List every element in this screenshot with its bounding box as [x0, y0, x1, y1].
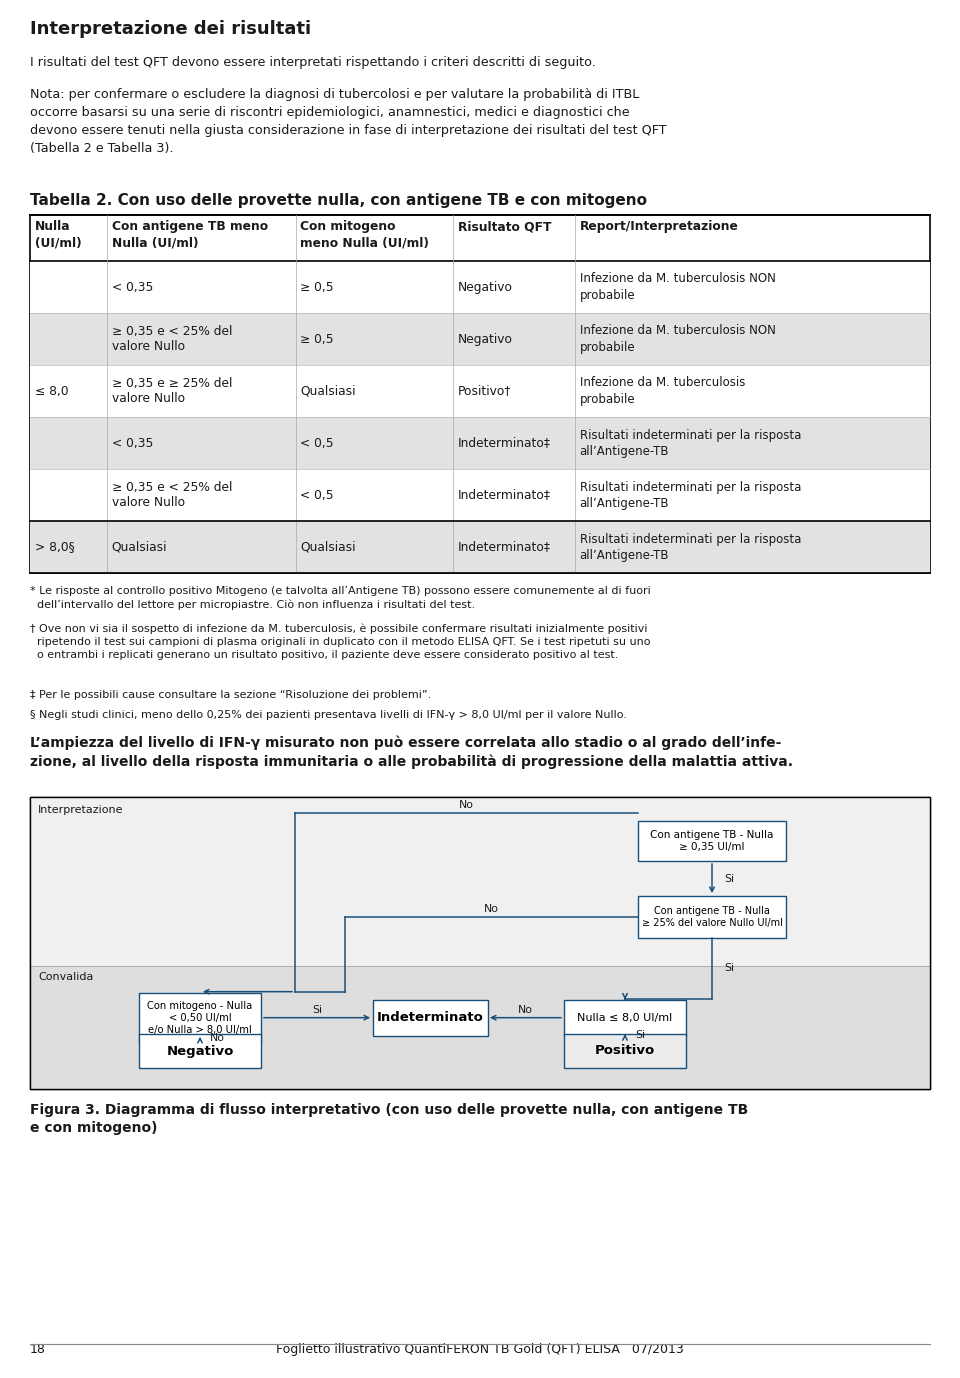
Text: ≥ 0,5: ≥ 0,5 — [300, 281, 334, 294]
Bar — [30, 796, 930, 1089]
Bar — [30, 418, 930, 469]
Text: Indeterminato‡: Indeterminato‡ — [458, 540, 551, 554]
Text: No: No — [210, 1034, 225, 1043]
Text: † Ove non vi sia il sospetto di infezione da M. tuberculosis, è possibile confer: † Ove non vi sia il sospetto di infezion… — [30, 623, 651, 660]
Text: Nulla
(UI/ml): Nulla (UI/ml) — [35, 220, 82, 249]
Bar — [30, 521, 930, 573]
Text: ≥ 0,35 e < 25% del
valore Nullo: ≥ 0,35 e < 25% del valore Nullo — [111, 324, 232, 354]
Text: Si: Si — [312, 1005, 322, 1014]
Text: Con mitogeno - Nulla
< 0,50 UI/ml
e/o Nulla > 8,0 UI/ml: Con mitogeno - Nulla < 0,50 UI/ml e/o Nu… — [148, 1000, 252, 1035]
Text: Indeterminato‡: Indeterminato‡ — [458, 437, 551, 449]
Text: Qualsiasi: Qualsiasi — [111, 540, 167, 554]
Text: Interpretazione: Interpretazione — [38, 805, 124, 814]
Text: No: No — [484, 904, 499, 914]
Text: Negativo: Negativo — [166, 1045, 233, 1057]
Text: Risultati indeterminati per la risposta
all’Antigene-TB: Risultati indeterminati per la risposta … — [580, 429, 801, 457]
Bar — [30, 313, 930, 365]
Text: Risultati indeterminati per la risposta
all’Antigene-TB: Risultati indeterminati per la risposta … — [580, 481, 801, 510]
Bar — [30, 260, 930, 313]
Text: Nulla ≤ 8,0 UI/ml: Nulla ≤ 8,0 UI/ml — [577, 1013, 673, 1022]
Text: Infezione da M. tuberculosis NON
probabile: Infezione da M. tuberculosis NON probabi… — [580, 324, 776, 354]
Bar — [564, 999, 686, 1036]
Text: Risultato QFT: Risultato QFT — [458, 220, 551, 233]
Text: Indeterminato‡: Indeterminato‡ — [458, 488, 551, 502]
Bar — [638, 821, 786, 861]
Text: 18: 18 — [30, 1344, 46, 1356]
Text: < 0,5: < 0,5 — [300, 437, 334, 449]
Text: No: No — [518, 1005, 533, 1014]
Bar — [372, 999, 488, 1036]
Text: Negativo: Negativo — [458, 332, 513, 346]
Text: ≥ 0,35 e ≥ 25% del
valore Nullo: ≥ 0,35 e ≥ 25% del valore Nullo — [111, 376, 232, 405]
Text: < 0,5: < 0,5 — [300, 488, 334, 502]
Text: < 0,35: < 0,35 — [111, 437, 153, 449]
Text: Con antigene TB - Nulla
≥ 25% del valore Nullo UI/ml: Con antigene TB - Nulla ≥ 25% del valore… — [641, 905, 782, 927]
Text: Con antigene TB meno
Nulla (UI/ml): Con antigene TB meno Nulla (UI/ml) — [111, 220, 268, 249]
Text: Foglietto illustrativo QuantiFERON TB Gold (QFT) ELISA   07/2013: Foglietto illustrativo QuantiFERON TB Go… — [276, 1344, 684, 1356]
Text: Positivo: Positivo — [595, 1045, 655, 1057]
Text: Negativo: Negativo — [458, 281, 513, 294]
Text: Infezione da M. tuberculosis
probabile: Infezione da M. tuberculosis probabile — [580, 376, 745, 405]
Text: I risultati del test QFT devono essere interpretati rispettando i criteri descri: I risultati del test QFT devono essere i… — [30, 56, 596, 69]
Text: Si: Si — [724, 963, 734, 973]
Bar — [638, 896, 786, 938]
Text: Report/Interpretazione: Report/Interpretazione — [580, 220, 738, 233]
Text: ‡ Per le possibili cause consultare la sezione “Risoluzione dei problemi”.: ‡ Per le possibili cause consultare la s… — [30, 690, 431, 700]
Text: Nota: per confermare o escludere la diagnosi di tubercolosi e per valutare la pr: Nota: per confermare o escludere la diag… — [30, 88, 666, 154]
Bar — [30, 365, 930, 418]
Text: § Negli studi clinici, meno dello 0,25% dei pazienti presentava livelli di IFN-γ: § Negli studi clinici, meno dello 0,25% … — [30, 710, 627, 719]
Text: Tabella 2. Con uso delle provette nulla, con antigene TB e con mitogeno: Tabella 2. Con uso delle provette nulla,… — [30, 193, 647, 208]
Text: No: No — [459, 801, 474, 810]
Text: < 0,35: < 0,35 — [111, 281, 153, 294]
Bar — [30, 966, 930, 1089]
Text: ≤ 8,0: ≤ 8,0 — [35, 384, 68, 397]
Bar — [30, 796, 930, 1089]
Text: Infezione da M. tuberculosis NON
probabile: Infezione da M. tuberculosis NON probabi… — [580, 273, 776, 302]
Bar — [30, 469, 930, 521]
Bar — [139, 1034, 261, 1068]
Text: Interpretazione dei risultati: Interpretazione dei risultati — [30, 21, 311, 39]
Text: Qualsiasi: Qualsiasi — [300, 540, 356, 554]
Text: L’ampiezza del livello di IFN-γ misurato non può essere correlata allo stadio o : L’ampiezza del livello di IFN-γ misurato… — [30, 734, 793, 769]
Text: Risultati indeterminati per la risposta
all’Antigene-TB: Risultati indeterminati per la risposta … — [580, 532, 801, 561]
Text: ≥ 0,35 e < 25% del
valore Nullo: ≥ 0,35 e < 25% del valore Nullo — [111, 481, 232, 510]
Text: Figura 3. Diagramma di flusso interpretativo (con uso delle provette nulla, con : Figura 3. Diagramma di flusso interpreta… — [30, 1102, 748, 1135]
Bar — [30, 796, 930, 966]
Text: Positivo†: Positivo† — [458, 384, 512, 397]
Text: Qualsiasi: Qualsiasi — [300, 384, 356, 397]
Text: Convalida: Convalida — [38, 973, 93, 983]
Bar — [139, 992, 261, 1043]
Text: Con antigene TB - Nulla
≥ 0,35 UI/ml: Con antigene TB - Nulla ≥ 0,35 UI/ml — [650, 830, 774, 852]
Text: > 8,0§: > 8,0§ — [35, 540, 75, 554]
Text: * Le risposte al controllo positivo Mitogeno (e talvolta all’Antigene TB) posson: * Le risposte al controllo positivo Mito… — [30, 586, 651, 610]
Bar — [564, 1034, 686, 1068]
Text: Si: Si — [635, 1029, 645, 1040]
Bar — [30, 215, 930, 573]
Text: Con mitogeno
meno Nulla (UI/ml): Con mitogeno meno Nulla (UI/ml) — [300, 220, 429, 249]
Text: ≥ 0,5: ≥ 0,5 — [300, 332, 334, 346]
Text: Si: Si — [724, 874, 734, 883]
Text: Indeterminato: Indeterminato — [376, 1011, 484, 1024]
